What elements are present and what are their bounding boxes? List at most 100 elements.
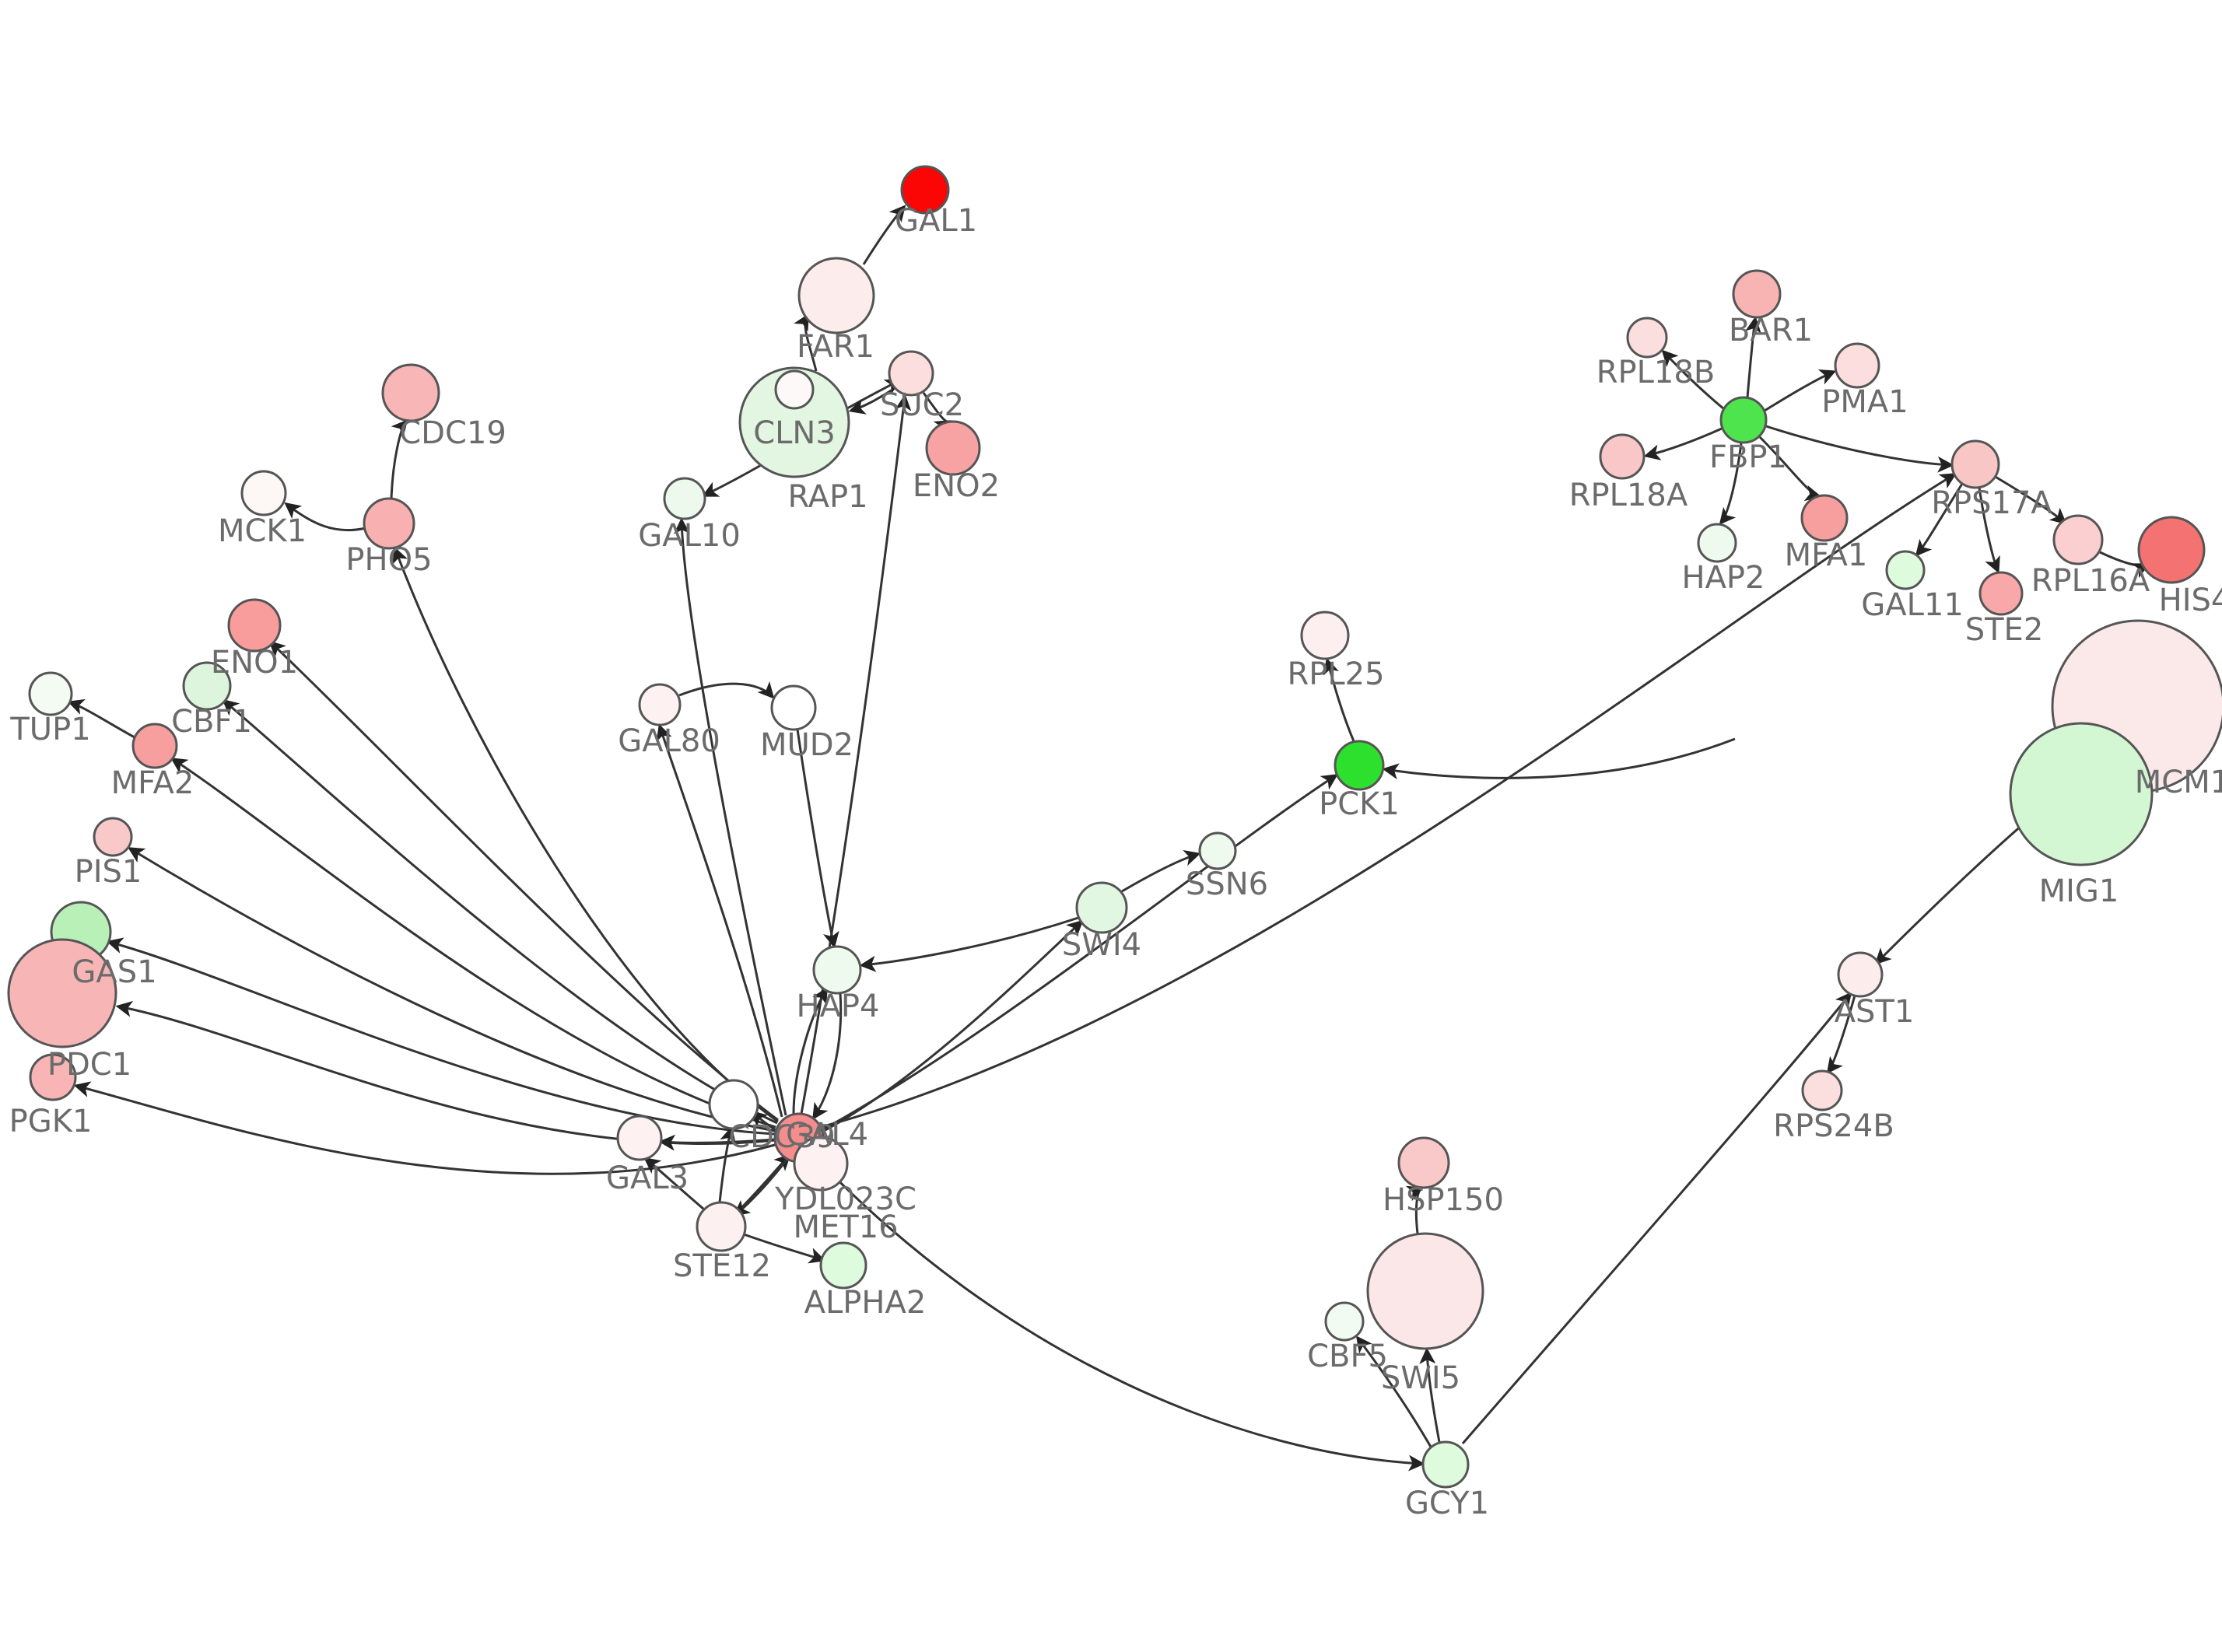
graph-node-his4[interactable] bbox=[2137, 516, 2206, 584]
graph-edge bbox=[1719, 443, 1743, 525]
graph-node-far1[interactable] bbox=[797, 257, 875, 334]
graph-edge bbox=[674, 517, 787, 1116]
node-label-pho5: PHO5 bbox=[345, 542, 432, 578]
graph-node-tup1[interactable] bbox=[28, 671, 73, 716]
graph-node-ste2[interactable] bbox=[1978, 571, 2024, 616]
graph-edge bbox=[718, 1125, 736, 1203]
graph-edge bbox=[67, 698, 135, 739]
graph-node-mck1[interactable] bbox=[240, 470, 287, 516]
graph-edge bbox=[859, 916, 1079, 972]
node-label-rpl25: RPL25 bbox=[1287, 656, 1384, 692]
node-label-gal10: GAL10 bbox=[638, 518, 741, 554]
graph-edge bbox=[128, 847, 776, 1132]
graph-edge bbox=[1765, 425, 1954, 473]
graph-node-cln3[interactable] bbox=[738, 366, 850, 478]
node-label-cdc39: CDC39 bbox=[728, 1119, 836, 1155]
graph-edge bbox=[1121, 849, 1201, 893]
graph-node-ssn6[interactable] bbox=[1198, 831, 1237, 870]
node-label-suc2: SUC2 bbox=[880, 387, 964, 423]
node-label-gcy1: GCY1 bbox=[1405, 1486, 1489, 1521]
node-label-rps24b: RPS24B bbox=[1773, 1108, 1894, 1144]
node-label-met16: MET16 bbox=[793, 1209, 898, 1245]
graph-node-mig1[interactable] bbox=[2009, 722, 2154, 866]
node-label-pgk1: PGK1 bbox=[9, 1104, 93, 1139]
graph-edge bbox=[222, 698, 778, 1125]
graph-node-alpha2[interactable] bbox=[819, 1241, 867, 1290]
graph-node-rpl25[interactable] bbox=[1300, 611, 1350, 660]
graph-edge bbox=[170, 758, 776, 1129]
graph-node-pis1[interactable] bbox=[93, 817, 133, 857]
node-label-his4: HIS4 bbox=[2159, 583, 2222, 618]
graph-node-suc2[interactable] bbox=[888, 350, 934, 397]
node-label-pma1: PMA1 bbox=[1821, 384, 1908, 420]
graph-node-cdc39[interactable] bbox=[708, 1079, 759, 1130]
graph-edge bbox=[815, 1157, 1425, 1472]
graph-node-gal1[interactable] bbox=[900, 165, 950, 215]
graph-node-pdc1[interactable] bbox=[7, 938, 117, 1048]
graph-node-met16[interactable] bbox=[793, 1136, 849, 1192]
graph-edge bbox=[701, 463, 763, 497]
graph-node-mfa2[interactable] bbox=[131, 723, 178, 769]
graph-edge bbox=[796, 729, 839, 949]
graph-edge bbox=[822, 919, 1084, 1133]
graph-edge bbox=[656, 723, 783, 1118]
graph-node-ast1[interactable] bbox=[1837, 951, 1884, 998]
graph-node-rpl16a[interactable] bbox=[2052, 514, 2104, 565]
graph-edge bbox=[743, 1233, 826, 1264]
node-label-ste2: STE2 bbox=[1965, 612, 2044, 648]
graph-edge bbox=[1643, 427, 1723, 460]
graph-node-gal10[interactable] bbox=[663, 477, 706, 520]
node-label-rap1: RAP1 bbox=[787, 479, 867, 515]
node-label-mck1: MCK1 bbox=[218, 513, 307, 549]
graph-node-hap2[interactable] bbox=[1697, 523, 1737, 563]
graph-node-rps17a[interactable] bbox=[1950, 439, 2000, 489]
graph-node-gcy1[interactable] bbox=[1421, 1440, 1470, 1489]
graph-node-rps24b[interactable] bbox=[1801, 1069, 1843, 1111]
node-label-fbp1: FBP1 bbox=[1709, 439, 1787, 475]
graph-node-mfa1[interactable] bbox=[1800, 494, 1849, 542]
graph-node-cbf5[interactable] bbox=[1324, 1301, 1365, 1342]
node-label-pck1: PCK1 bbox=[1319, 786, 1400, 822]
graph-node-swi5[interactable] bbox=[1366, 1232, 1484, 1350]
graph-edge bbox=[1382, 737, 1736, 780]
graph-node-gal80[interactable] bbox=[638, 683, 682, 726]
graph-node-ste12[interactable] bbox=[696, 1201, 747, 1252]
node-label-mfa1: MFA1 bbox=[1785, 537, 1868, 573]
nodes-layer bbox=[7, 165, 2222, 1489]
graph-node-pho5[interactable] bbox=[363, 497, 415, 550]
graph-node-rpl18a[interactable] bbox=[1599, 433, 1645, 480]
graph-node-gal11[interactable] bbox=[1885, 550, 1926, 590]
node-label-rps17a: RPS17A bbox=[1931, 485, 2052, 521]
graph-node-swi4[interactable] bbox=[1075, 881, 1128, 934]
node-label-mfa2: MFA2 bbox=[111, 765, 195, 801]
graph-edge bbox=[284, 502, 366, 532]
node-label-cln3: CLN3 bbox=[753, 415, 836, 451]
graph-edge bbox=[392, 546, 779, 1123]
graph-node-pgk1[interactable] bbox=[29, 1053, 77, 1101]
graph-node-eno2[interactable] bbox=[925, 420, 981, 476]
edges-layer bbox=[67, 205, 2150, 1472]
node-label-mig1: MIG1 bbox=[2039, 873, 2119, 909]
node-label-gal1: GAL1 bbox=[895, 203, 977, 239]
graph-node-rap1[interactable] bbox=[774, 369, 815, 410]
graph-node-pck1[interactable] bbox=[1334, 740, 1385, 791]
graph-node-eno1[interactable] bbox=[227, 598, 282, 653]
graph-node-cbf1[interactable] bbox=[182, 661, 232, 711]
graph-node-hsp150[interactable] bbox=[1397, 1136, 1450, 1189]
graph-node-gal3[interactable] bbox=[616, 1115, 663, 1161]
graph-node-fbp1[interactable] bbox=[1719, 396, 1768, 444]
node-label-pdc1: PDC1 bbox=[47, 1047, 131, 1083]
graph-edge bbox=[658, 1134, 776, 1151]
graph-edge bbox=[1915, 483, 1964, 557]
graph-node-hap4[interactable] bbox=[812, 945, 862, 995]
graph-node-bar1[interactable] bbox=[1732, 269, 1782, 319]
graph-node-pma1[interactable] bbox=[1834, 342, 1880, 389]
graph-edge bbox=[1758, 436, 1822, 502]
graph-edge bbox=[390, 419, 408, 499]
graph-node-mud2[interactable] bbox=[770, 684, 817, 731]
graph-edge bbox=[1323, 657, 1355, 742]
graph-node-rpl18b[interactable] bbox=[1626, 317, 1668, 359]
graph-edge bbox=[643, 1157, 705, 1211]
graph-node-cdc19[interactable] bbox=[381, 363, 440, 422]
